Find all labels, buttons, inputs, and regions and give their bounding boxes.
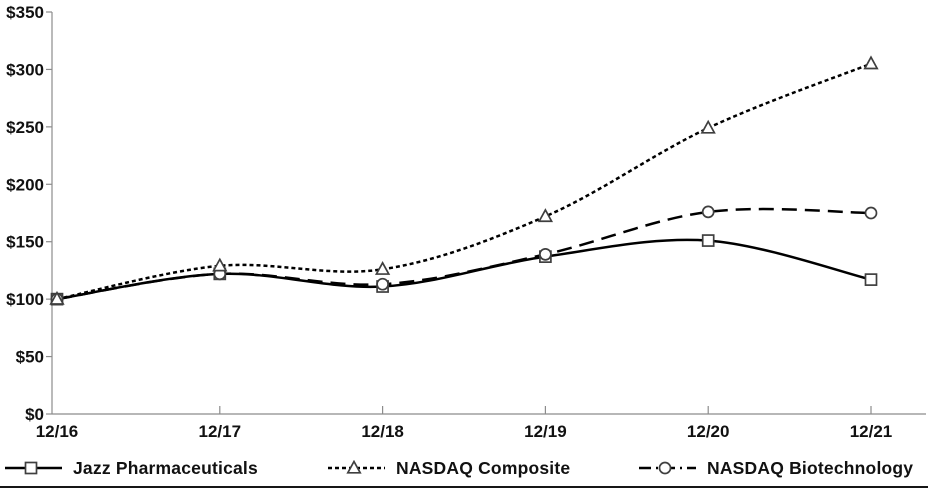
triangle-marker [346,460,362,474]
legend-label: NASDAQ Biotechnology [707,457,914,478]
series-markers-nasdaq-biotechnology [50,205,878,306]
legend-label: NASDAQ Composite [396,457,571,478]
y-tick-label: $350 [6,3,44,22]
triangle-marker [374,261,391,275]
x-tick-label: 12/19 [524,422,567,441]
triangle-marker [700,119,716,134]
y-tick-label: $50 [16,348,44,367]
circle-marker [701,205,715,219]
square-marker [701,234,715,247]
legend-item-jazz-pharmaceuticals: Jazz Pharmaceuticals [4,454,258,482]
triangle-marker [863,55,879,70]
series-line-nasdaq-composite [56,62,872,301]
x-tick-label: 12/21 [850,422,893,441]
x-tick-label: 12/16 [36,422,79,441]
y-tick-label: $200 [6,175,44,194]
triangle-marker [537,208,554,223]
legend-item-nasdaq-composite: NASDAQ Composite [327,454,570,482]
legend-label: Jazz Pharmaceuticals [73,457,258,478]
series-line-nasdaq-biotechnology [56,207,872,301]
y-tick-label: $250 [6,118,44,137]
axis-lines [51,12,926,415]
circle-marker [658,461,672,475]
x-tick-label: 12/20 [687,422,730,441]
triangle-marker [49,290,65,305]
legend-swatch-circle-dashdot-line [639,461,696,475]
x-tick-label: 12/17 [199,422,242,441]
series-markers-nasdaq-composite [49,55,879,305]
bottom-border-line [0,486,928,488]
legend-swatch-triangle-dashed-line [328,460,385,474]
triangle-marker [212,257,228,272]
legend-swatch-square-solid-line [5,461,62,475]
y-tick-label: $300 [6,60,44,79]
y-tick-label: $0 [25,405,44,424]
square-marker [864,273,878,286]
circle-marker [376,277,389,291]
y-tick-label: $150 [6,233,44,252]
circle-marker [864,206,878,220]
y-tick-label: $100 [6,290,44,309]
legend-item-nasdaq-biotechnology: NASDAQ Biotechnology [638,454,913,482]
chart-plot-area: $0 $50 $100 $150 $200 $250 $300 $350 12/16 12/17 1… [6,3,926,441]
circle-marker [539,247,552,261]
series-markers-jazz-pharmaceuticals [50,234,878,306]
square-marker [24,461,38,475]
x-tick-label: 12/18 [361,422,404,441]
